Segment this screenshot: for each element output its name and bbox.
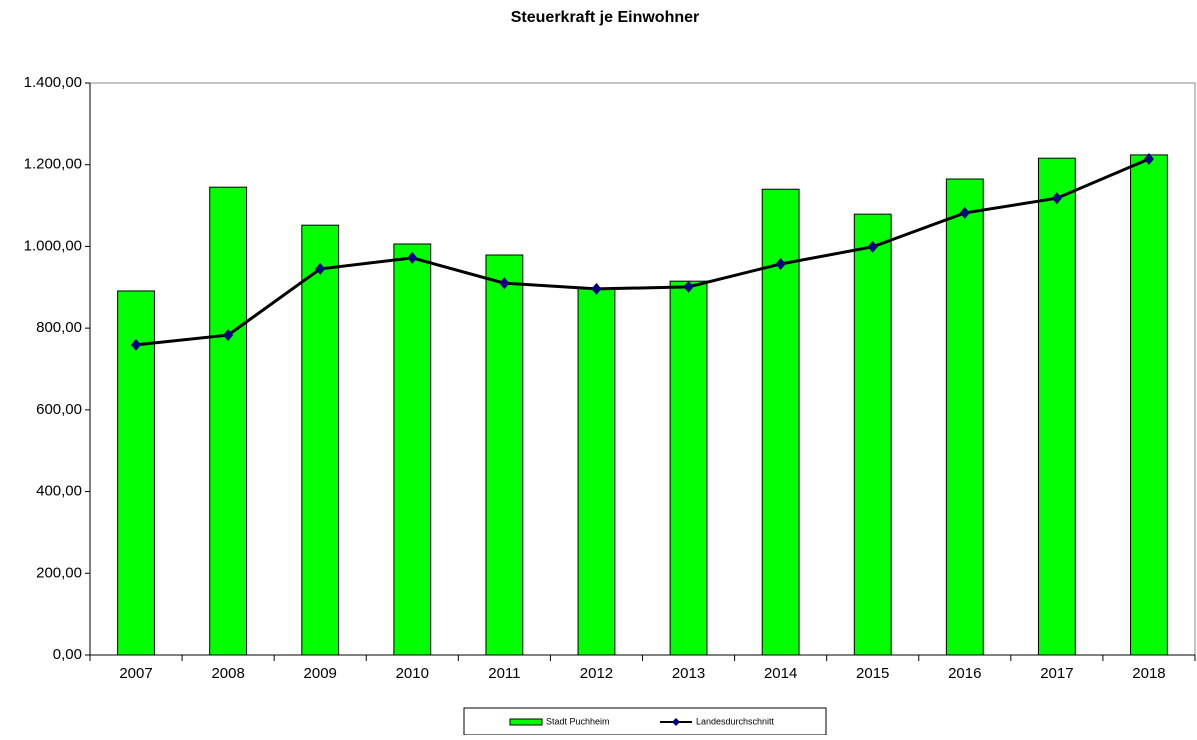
x-tick-label: 2015 <box>856 665 889 682</box>
legend-swatch <box>509 718 543 726</box>
bar <box>945 178 984 656</box>
x-tick-label: 2008 <box>211 665 244 682</box>
legend-label: Stadt Puchheim <box>546 716 610 726</box>
y-tick-label: 200,00 <box>36 564 82 581</box>
marker <box>131 338 142 351</box>
y-tick-label: 800,00 <box>36 319 82 336</box>
legend-marker <box>672 718 680 726</box>
x-tick-label: 2014 <box>764 665 797 682</box>
x-tick-label: 2012 <box>580 665 613 682</box>
x-tick-label: 2009 <box>304 665 337 682</box>
y-tick-label: 1.200,00 <box>24 156 82 173</box>
x-tick-label: 2010 <box>396 665 429 682</box>
x-tick-label: 2011 <box>488 665 520 682</box>
marker <box>223 329 234 342</box>
bar <box>1130 154 1168 656</box>
marker <box>499 277 510 290</box>
x-tick-label: 2007 <box>119 665 152 682</box>
bar <box>485 254 524 656</box>
x-tick-label: 2016 <box>948 665 981 682</box>
marker <box>591 282 602 295</box>
y-tick-label: 0,00 <box>53 646 82 663</box>
bar <box>669 280 708 656</box>
y-tick-label: 1.400,00 <box>24 74 82 91</box>
marker <box>1143 152 1154 165</box>
bar <box>301 224 340 656</box>
x-tick-label: 2013 <box>672 665 705 682</box>
marker <box>683 280 694 293</box>
marker <box>1051 192 1062 205</box>
chart-title: Steuerkraft je Einwohner <box>511 9 700 26</box>
bar <box>853 213 892 656</box>
x-tick-label: 2017 <box>1040 665 1073 682</box>
marker <box>959 206 970 219</box>
y-tick-label: 400,00 <box>36 483 82 500</box>
legend-label: Landesdurchschnitt <box>696 716 775 726</box>
marker <box>775 257 786 270</box>
y-tick-label: 600,00 <box>36 401 82 418</box>
marker <box>407 251 418 264</box>
plot-frame <box>89 82 1196 656</box>
bar <box>393 243 432 656</box>
marker <box>867 240 878 253</box>
line <box>135 157 1150 347</box>
marker <box>315 262 326 275</box>
bar <box>209 186 248 656</box>
bar <box>1037 157 1076 656</box>
bar <box>577 287 616 656</box>
y-tick-label: 1.000,00 <box>24 237 82 254</box>
x-tick-label: 2018 <box>1132 665 1165 682</box>
